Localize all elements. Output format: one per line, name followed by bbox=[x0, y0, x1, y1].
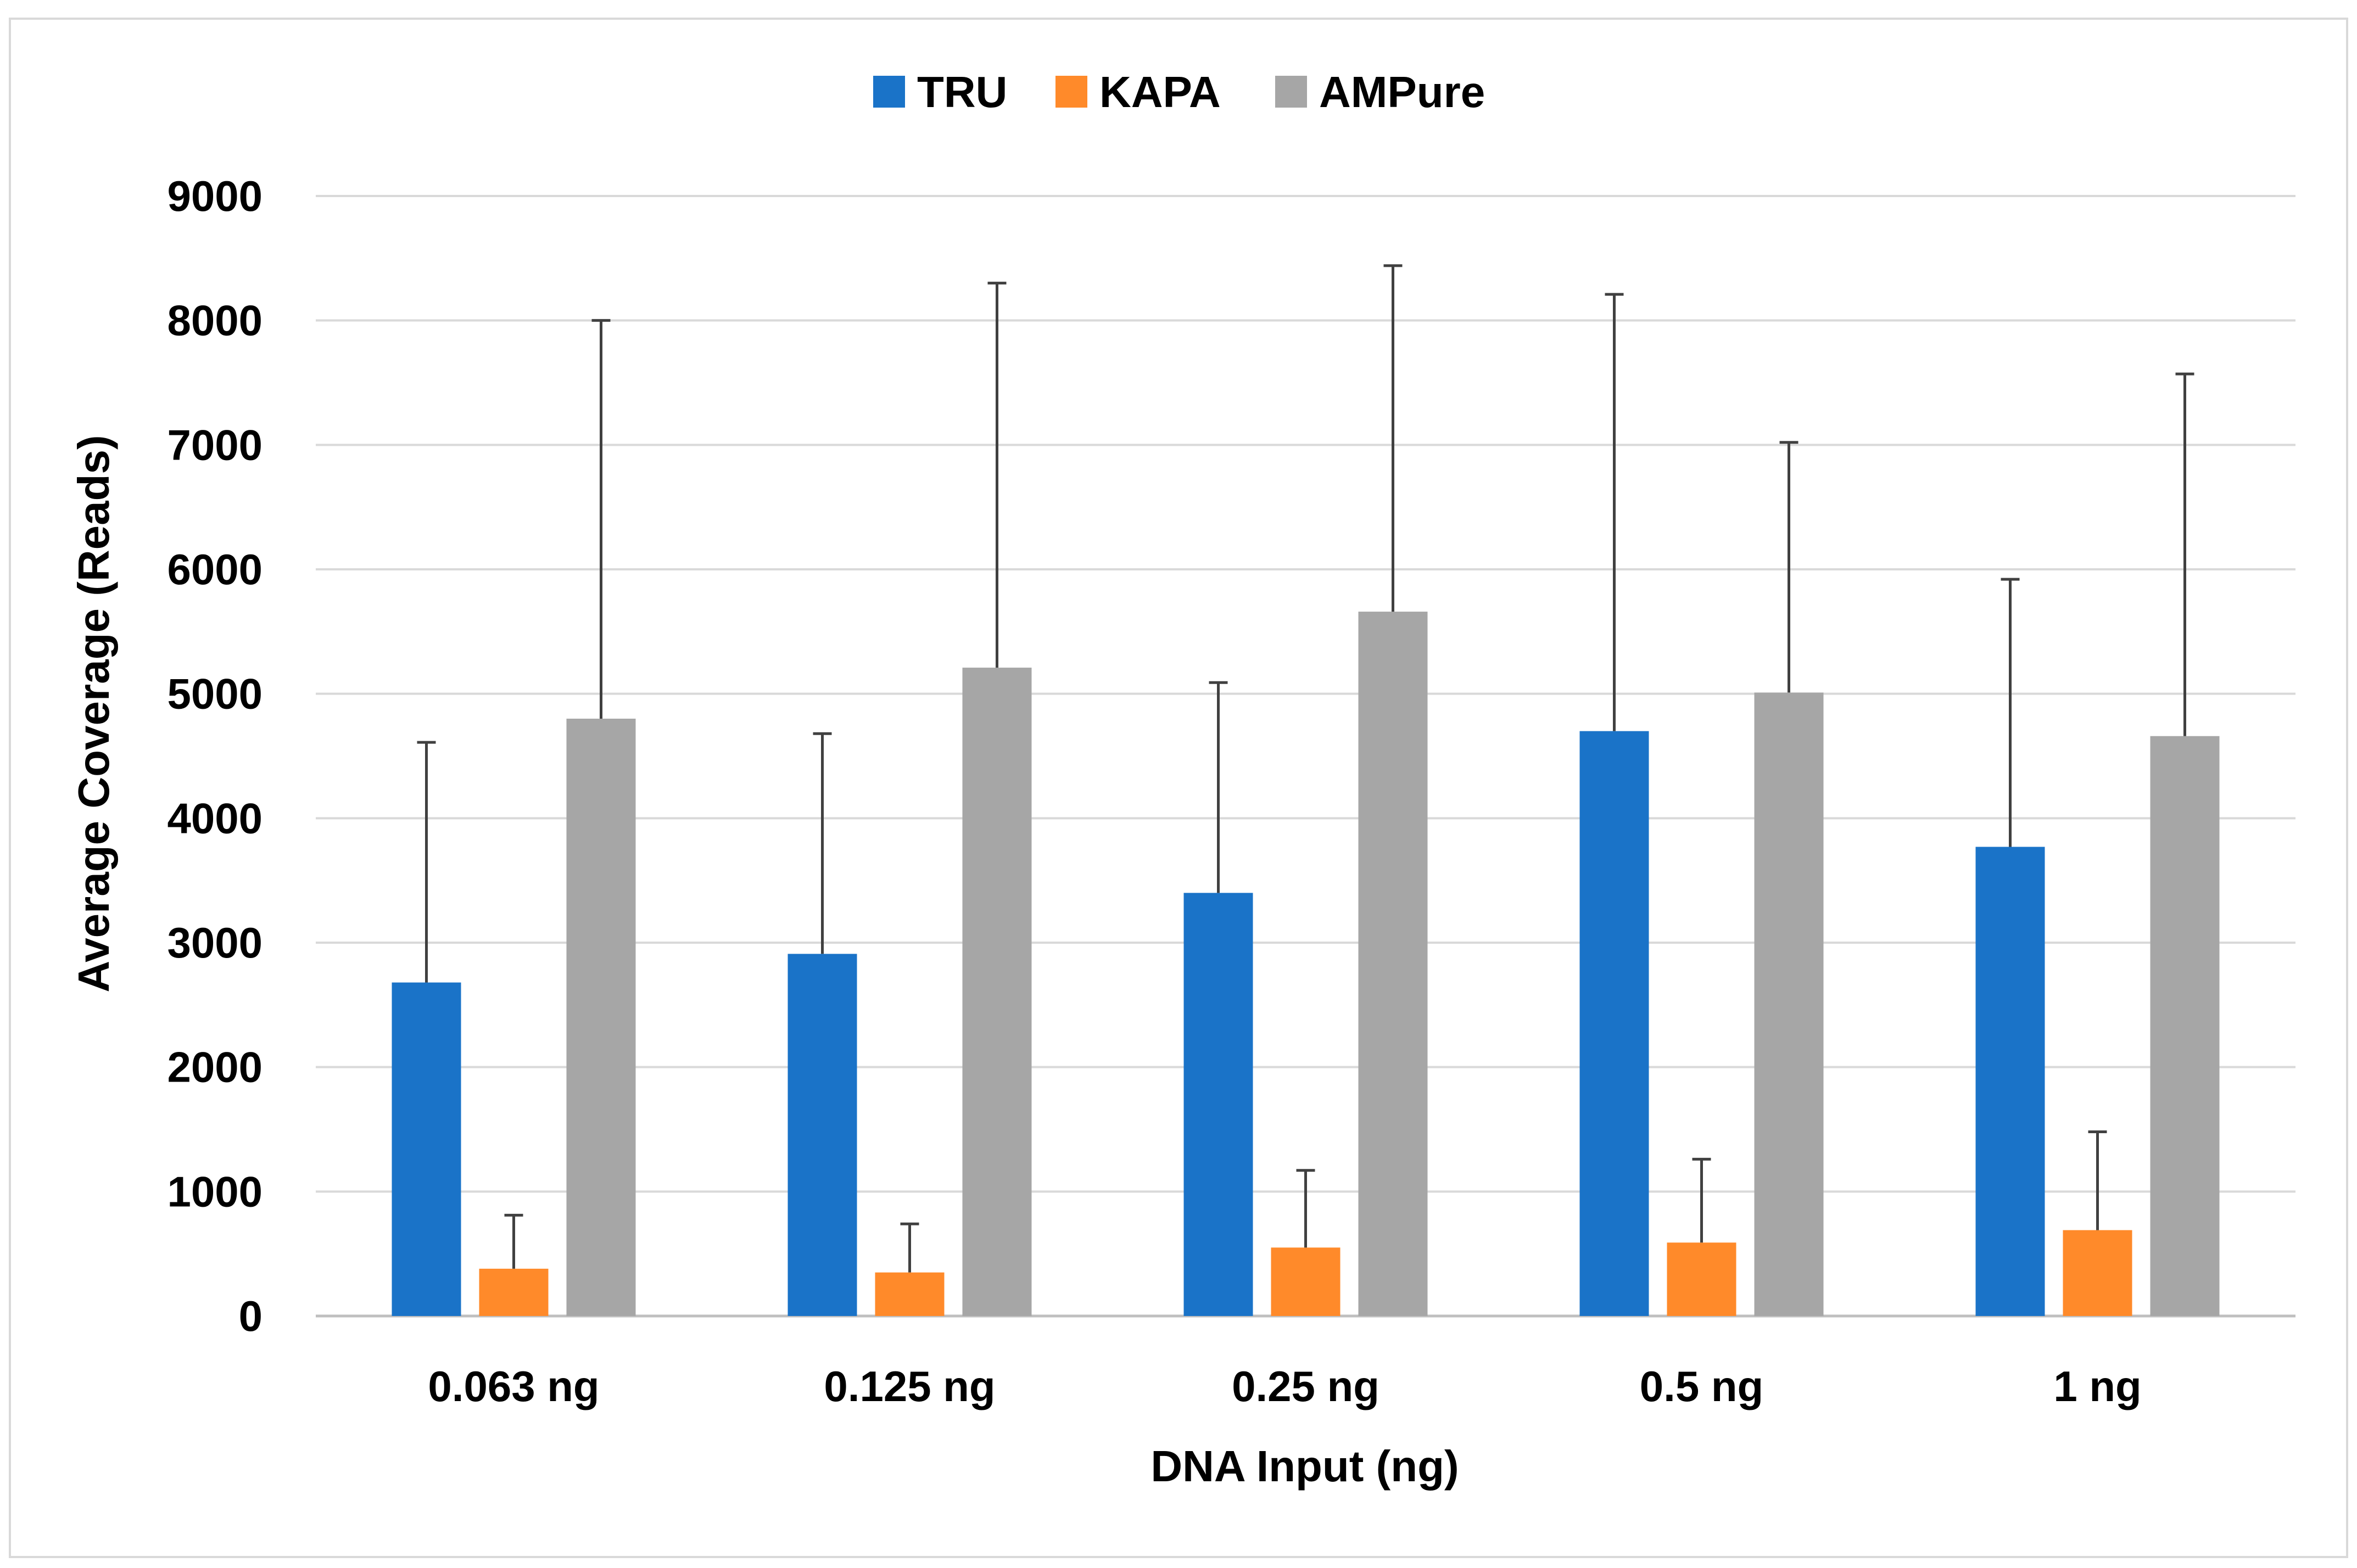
x-axis-ticks: 0.063 ng 0.125 ng 0.25 ng 0.5 ng 1 ng bbox=[428, 1362, 2141, 1410]
bar-kapa-2 bbox=[1271, 1247, 1341, 1316]
y-tick-label: 9000 bbox=[167, 172, 262, 220]
bar-ampure-2 bbox=[1358, 612, 1428, 1316]
legend-swatch-tru bbox=[873, 76, 905, 108]
legend-label-kapa: KAPA bbox=[1099, 68, 1221, 116]
x-tick-label: 1 ng bbox=[2053, 1362, 2141, 1410]
y-tick-label: 4000 bbox=[167, 794, 262, 842]
y-axis-ticks: 0 1000 2000 3000 4000 5000 6000 7000 8000 9000 bbox=[167, 172, 262, 1340]
legend-swatch-kapa bbox=[1055, 76, 1087, 108]
y-tick-label: 5000 bbox=[167, 670, 262, 718]
legend: TRU KAPA AMPure bbox=[873, 68, 1485, 116]
bar-tru-1 bbox=[787, 954, 857, 1316]
y-tick-label: 8000 bbox=[167, 296, 262, 345]
y-tick-label: 6000 bbox=[167, 545, 262, 593]
bar-kapa-4 bbox=[2063, 1230, 2132, 1316]
bars bbox=[392, 612, 2220, 1316]
bar-kapa-0 bbox=[479, 1268, 549, 1316]
y-tick-label: 2000 bbox=[167, 1043, 262, 1091]
y-tick-label: 0 bbox=[239, 1292, 262, 1340]
bar-tru-4 bbox=[1975, 847, 2045, 1316]
x-tick-label: 0.063 ng bbox=[428, 1362, 599, 1410]
chart-frame bbox=[9, 18, 2348, 1558]
y-axis-title: Average Coverage (Reads) bbox=[69, 435, 118, 992]
x-axis-title: DNA Input (ng) bbox=[1150, 1442, 1459, 1491]
bar-ampure-3 bbox=[1754, 692, 1824, 1316]
bar-tru-0 bbox=[392, 982, 461, 1316]
legend-swatch-ampure bbox=[1275, 76, 1307, 108]
bar-kapa-1 bbox=[875, 1272, 945, 1316]
x-tick-label: 0.5 ng bbox=[1640, 1362, 1763, 1410]
bar-kapa-3 bbox=[1667, 1242, 1736, 1316]
bar-tru-3 bbox=[1579, 731, 1649, 1316]
x-tick-label: 0.125 ng bbox=[824, 1362, 995, 1410]
gridlines bbox=[316, 195, 2295, 1318]
bar-ampure-0 bbox=[566, 719, 636, 1316]
legend-label-tru: TRU bbox=[917, 68, 1007, 116]
x-tick-label: 0.25 ng bbox=[1232, 1362, 1379, 1410]
y-tick-label: 1000 bbox=[167, 1167, 262, 1216]
bar-ampure-1 bbox=[962, 668, 1032, 1316]
y-tick-label: 7000 bbox=[167, 421, 262, 469]
bar-tru-2 bbox=[1183, 893, 1253, 1316]
error-bars bbox=[417, 264, 2194, 1273]
bar-ampure-4 bbox=[2150, 736, 2220, 1316]
y-tick-label: 3000 bbox=[167, 919, 262, 967]
legend-label-ampure: AMPure bbox=[1319, 68, 1485, 116]
